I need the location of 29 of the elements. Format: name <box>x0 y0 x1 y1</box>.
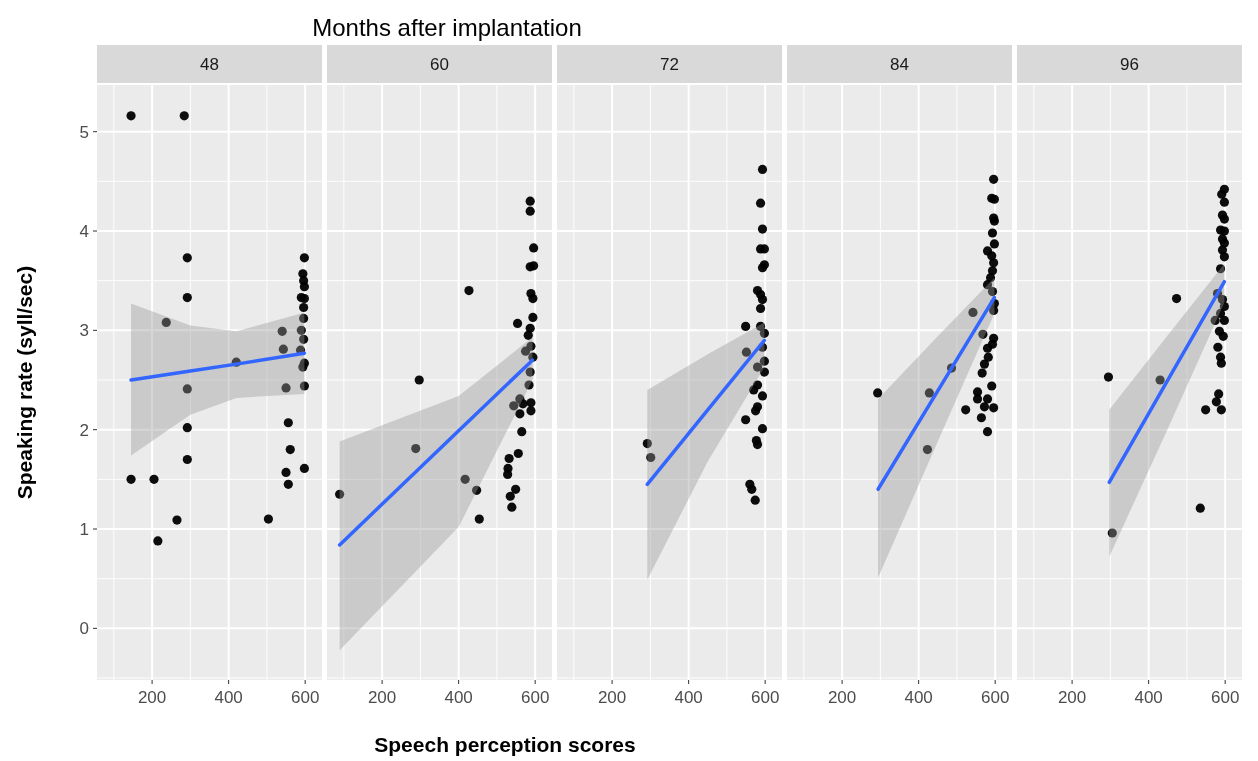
y-tick-label: 1 <box>79 520 89 540</box>
x-tick-label: 600 <box>980 688 1010 707</box>
chart-title: 60 <box>430 55 449 74</box>
chart-title: 96 <box>1120 55 1139 74</box>
x-tick-label: 200 <box>597 688 627 707</box>
chart-title: 72 <box>660 55 679 74</box>
chart-title: 48 <box>200 55 219 74</box>
x-tick-label: 600 <box>520 688 550 707</box>
x-tick-label: 400 <box>444 688 473 707</box>
x-tick-label: 600 <box>1210 688 1240 707</box>
text: Months after implantation <box>312 14 582 41</box>
y-tick-label: 5 <box>79 122 89 142</box>
x-tick-label: 600 <box>290 688 320 707</box>
x-axis-title: Speech perception scores <box>374 733 636 756</box>
x-tick-label: 400 <box>904 688 933 707</box>
y-tick-label: 0 <box>79 619 89 639</box>
x-tick-label: 200 <box>1057 688 1087 707</box>
x-tick-label: 600 <box>750 688 780 707</box>
x-tick-label: 200 <box>367 688 397 707</box>
x-tick-label: 400 <box>674 688 703 707</box>
x-tick-label: 200 <box>137 688 167 707</box>
y-tick-label: 2 <box>79 420 89 440</box>
chart-title: 84 <box>890 55 909 74</box>
x-tick-label: 200 <box>827 688 857 707</box>
y-axis-title: Speaking rate (syll/sec) <box>13 265 36 500</box>
y-tick-label: 3 <box>79 321 89 341</box>
y-tick-label: 4 <box>79 222 89 242</box>
x-tick-label: 400 <box>1134 688 1163 707</box>
x-tick-label: 400 <box>214 688 243 707</box>
